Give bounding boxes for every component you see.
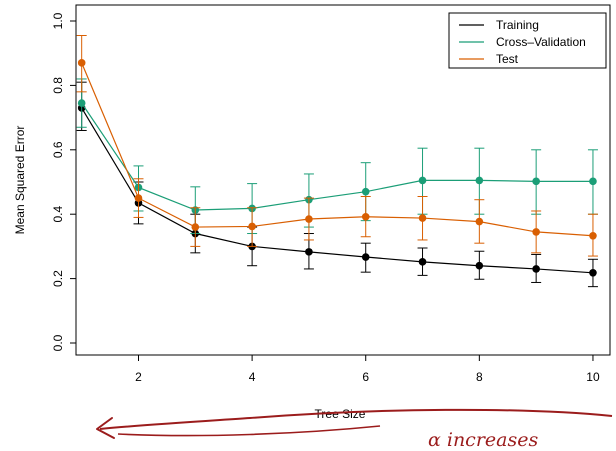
series-layer: [76, 34, 598, 288]
annotation-text: α increases: [428, 429, 538, 451]
data-point: [305, 248, 313, 256]
data-point: [532, 228, 540, 236]
left-arrow-icon: [99, 408, 613, 430]
legend: Training Cross–Validation Test: [448, 12, 607, 69]
y-tick-label: 0.8: [51, 77, 65, 94]
x-tick-label: 2: [135, 370, 142, 384]
data-point: [418, 258, 427, 266]
series-0: [76, 81, 598, 288]
data-point: [418, 214, 427, 222]
data-point: [191, 223, 200, 231]
x-axis: 2 4 6 8 10: [135, 355, 600, 384]
x-axis-label: Tree Size: [315, 407, 366, 421]
data-point: [589, 269, 597, 277]
series-line: [81, 107, 593, 274]
legend-box: [448, 12, 607, 69]
y-axis-label: Mean Squared Error: [13, 126, 27, 235]
data-point: [134, 194, 143, 202]
data-point: [418, 176, 427, 185]
data-point: [532, 265, 540, 273]
data-point: [589, 231, 597, 240]
data-point: [589, 177, 597, 186]
x-tick-label: 8: [476, 370, 483, 384]
series-line: [81, 62, 593, 237]
data-point: [475, 176, 484, 185]
data-point: [77, 59, 86, 67]
data-point: [361, 253, 370, 261]
legend-label-test: Test: [496, 52, 519, 66]
series-2: [76, 34, 598, 257]
data-point: [361, 187, 370, 196]
y-axis: 0.0 0.2 0.4 0.6 0.8 1.0: [51, 12, 76, 351]
data-point: [248, 222, 256, 231]
alpha-increases-annotation: α increases: [96, 408, 613, 451]
y-tick-label: 0.0: [51, 334, 65, 351]
data-point: [475, 217, 484, 226]
data-point: [77, 99, 86, 107]
y-tick-label: 0.4: [51, 206, 65, 223]
series-line: [81, 102, 593, 211]
x-tick-label: 10: [586, 370, 600, 384]
data-point: [475, 261, 484, 270]
arrowhead-icon: [96, 417, 115, 439]
arrow-underline: [117, 425, 381, 437]
legend-label-training: Training: [496, 18, 539, 32]
y-tick-label: 0.2: [51, 270, 65, 287]
x-tick-label: 4: [249, 370, 256, 384]
data-point: [361, 212, 370, 221]
plot-frame: [75, 4, 611, 356]
data-point: [532, 177, 540, 186]
x-tick-label: 6: [362, 370, 369, 384]
series-1: [76, 78, 598, 235]
y-tick-label: 0.6: [51, 141, 65, 158]
y-tick-label: 1.0: [51, 12, 65, 29]
data-point: [305, 215, 313, 223]
legend-label-cross-validation: Cross–Validation: [496, 35, 586, 49]
